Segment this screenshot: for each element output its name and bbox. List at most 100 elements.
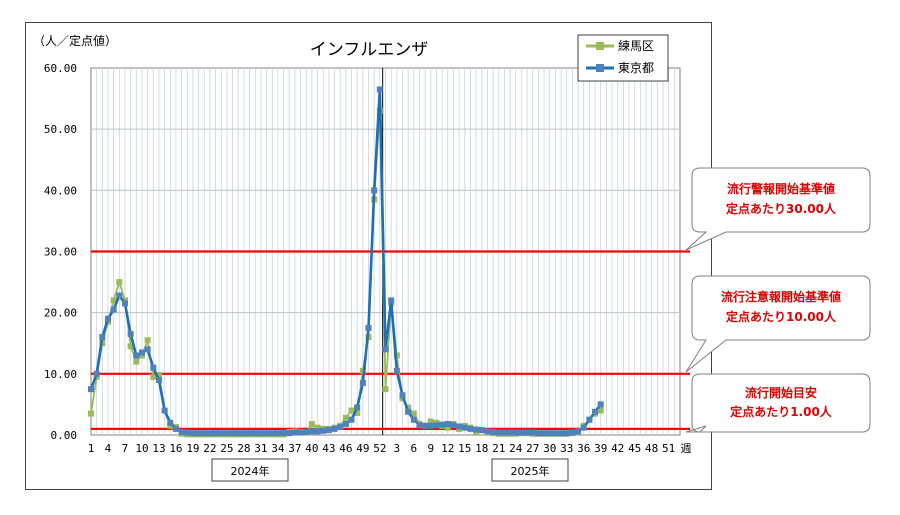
year-label-2025: 2025年	[511, 464, 550, 478]
x-tick-label: 25	[220, 442, 233, 455]
series-point-tokyo	[93, 370, 100, 377]
callout-alert-line1: 流行警報開始基準値	[727, 181, 835, 196]
series-point-tokyo	[161, 407, 168, 414]
series-point-tokyo	[473, 426, 480, 433]
x-tick-label: 37	[288, 442, 301, 455]
series-point-tokyo	[274, 430, 281, 437]
series-point-nerima	[127, 343, 134, 350]
series-point-tokyo	[138, 349, 145, 356]
series-point-tokyo	[592, 408, 599, 415]
x-tick-label: 34	[271, 442, 285, 455]
series-point-tokyo	[348, 416, 355, 423]
year-box-2024	[211, 458, 289, 482]
series-point-tokyo	[201, 430, 208, 437]
x-tick-label: 39	[594, 442, 607, 455]
x-tick-label: 18	[475, 442, 488, 455]
series-point-tokyo	[331, 425, 338, 432]
x-tick-label: 19	[186, 442, 199, 455]
chart-title: インフルエンザ	[310, 40, 429, 60]
series-point-tokyo	[359, 380, 366, 387]
y-tick-label: 40.00	[44, 184, 77, 197]
x-tick-label: 9	[427, 442, 434, 455]
callout-start-line1: 流行開始目安	[745, 385, 817, 400]
series-point-nerima	[444, 424, 451, 431]
series-point-tokyo	[563, 430, 570, 437]
x-tick-label: 4	[105, 442, 112, 455]
series-point-tokyo	[269, 430, 276, 437]
series-point-tokyo	[597, 401, 604, 408]
legend-label-nerima: 練馬区	[618, 39, 654, 53]
series-point-tokyo	[150, 364, 157, 371]
series-point-nerima	[150, 373, 157, 380]
series-point-nerima	[348, 407, 355, 414]
series-point-tokyo	[388, 297, 395, 304]
legend: 練馬区 東京都	[577, 34, 669, 82]
x-tick-label: 13	[152, 442, 165, 455]
series-point-tokyo	[541, 430, 548, 437]
series-point-nerima	[133, 358, 140, 365]
series-point-tokyo	[303, 428, 310, 435]
year-label-2024: 2024年	[231, 464, 270, 478]
x-tick-label: 45	[628, 442, 641, 455]
series-point-nerima	[405, 404, 412, 411]
threshold-layer	[91, 250, 690, 430]
series-point-tokyo	[427, 422, 434, 429]
axis-layer: 0.00 10.00 20.00 30.00 40.00 50.00 60.00 1 4 7 10 1…	[44, 62, 692, 455]
y-tick-label: 30.00	[44, 246, 77, 259]
series-point-nerima	[427, 418, 434, 425]
series-point-tokyo	[552, 430, 559, 437]
x-tick-label: 6	[411, 442, 418, 455]
series-point-tokyo	[212, 430, 219, 437]
x-tick-label: 22	[203, 442, 216, 455]
series-point-tokyo	[104, 315, 111, 322]
year-box-2025	[491, 458, 569, 482]
x-tick-label: 52	[373, 442, 386, 455]
x-tick-label: 16	[169, 442, 182, 455]
y-tick-label: 50.00	[44, 123, 77, 136]
legend-marker-tokyo	[596, 64, 604, 72]
series-point-tokyo	[450, 422, 457, 429]
series-point-tokyo	[206, 430, 213, 437]
callout-warning: 流行注意報開始基準値 定点あたり10.00人	[685, 275, 871, 373]
series-point-tokyo	[297, 429, 304, 436]
series-point-tokyo	[354, 404, 361, 411]
series-point-tokyo	[569, 429, 576, 436]
callout-start-line2: 定点あたり1.00人	[730, 404, 833, 419]
series-point-tokyo	[286, 430, 293, 437]
series-point-tokyo	[405, 408, 412, 415]
x-tick-label: 36	[577, 442, 590, 455]
series-point-tokyo	[167, 419, 174, 426]
series-point-tokyo	[263, 430, 270, 437]
series-point-nerima	[138, 352, 145, 359]
series-layer	[88, 86, 604, 438]
series-point-tokyo	[376, 86, 383, 93]
series-point-tokyo	[121, 300, 128, 307]
y-axis-unit-label: （人／定点値）	[33, 33, 117, 48]
x-tick-label: 30	[543, 442, 556, 455]
series-point-tokyo	[586, 416, 593, 423]
legend-label-tokyo: 東京都	[618, 61, 654, 75]
series-point-nerima	[382, 386, 389, 393]
series-point-tokyo	[478, 427, 485, 434]
callout-warning-line2: 定点あたり10.00人	[726, 309, 837, 324]
series-point-tokyo	[524, 429, 531, 436]
x-tick-label: 1	[88, 442, 95, 455]
series-point-tokyo	[495, 429, 502, 436]
x-tick-label: 3	[394, 442, 401, 455]
series-point-tokyo	[461, 424, 468, 431]
series-point-tokyo	[546, 430, 553, 437]
series-point-nerima	[308, 420, 315, 427]
series-point-tokyo	[308, 428, 315, 435]
legend-box	[577, 34, 669, 82]
series-point-tokyo	[229, 430, 236, 437]
series-point-tokyo	[325, 427, 332, 434]
y-tick-label: 10.00	[44, 368, 77, 381]
series-point-tokyo	[382, 346, 389, 353]
series-point-tokyo	[314, 428, 321, 435]
series-point-tokyo	[529, 429, 536, 436]
series-point-nerima	[121, 297, 128, 304]
x-tick-label: 42	[611, 442, 624, 455]
series-point-tokyo	[337, 424, 344, 431]
series-point-tokyo	[280, 430, 287, 437]
